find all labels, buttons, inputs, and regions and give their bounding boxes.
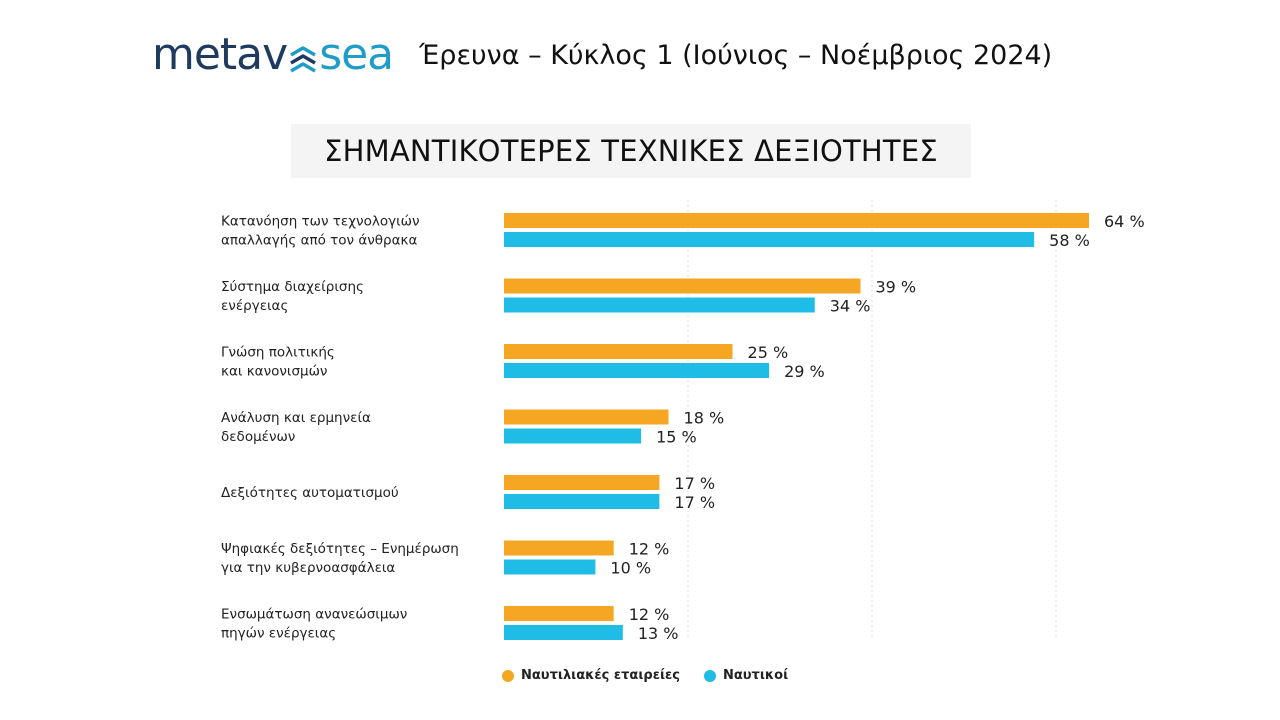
category-label-line: Ενσωμάτωση ανανεώσιμων: [221, 607, 407, 623]
wave-chevron-icon: [290, 46, 317, 73]
bar-companies-0: [504, 213, 1089, 228]
bar-seafarers-1: [504, 297, 815, 313]
value-label-seafarers-5: 10 %: [610, 559, 651, 578]
category-label-2: Γνώση πολιτικής και κανονισμών: [221, 345, 335, 380]
category-label-line: και κανονισμών: [221, 364, 327, 380]
value-label-companies-5: 12 %: [629, 540, 670, 559]
category-label-3: Ανάλυση και ερμηνεία δεδομένων: [221, 410, 371, 445]
bar-companies-3: [504, 409, 669, 425]
value-label-companies-0: 64 %: [1104, 212, 1145, 231]
legend-dot-blue: [703, 669, 716, 682]
bar-companies-4: [504, 475, 660, 490]
category-label-line: Ανάλυση και ερμηνεία: [221, 410, 371, 426]
category-label-line: δεδομένων: [221, 429, 295, 445]
value-label-companies-6: 12 %: [629, 605, 670, 624]
legend-label-seafarers: Ναυτικοί: [722, 668, 789, 683]
metavasea-logo: metav sea: [152, 29, 394, 80]
value-label-companies-4: 17 %: [674, 474, 715, 493]
chart-legend: Ναυτιλιακές εταιρείες Ναυτικοί: [502, 668, 812, 683]
chart-title: ΣΗΜΑΝΤΙΚΟΤΕΡΕΣ ΤΕΧΝΙΚΕΣ ΔΕΞΙΟΤΗΤΕΣ: [291, 124, 971, 178]
category-label-line: Σύστημα διαχείρισης: [221, 279, 364, 295]
category-label-line: ενέργειας: [221, 298, 288, 314]
legend-label-companies: Ναυτιλιακές εταιρείες: [521, 668, 680, 683]
page-title: Έρευνα – Κύκλος 1 (Ιούνιος – Νοέμβριος 2…: [419, 39, 1053, 71]
category-label-line: Ψηφιακές δεξιότητες – Ενημέρωση: [221, 541, 459, 557]
bar-seafarers-5: [504, 559, 596, 575]
bar-seafarers-4: [504, 494, 660, 509]
value-label-seafarers-0: 58 %: [1049, 231, 1090, 250]
logo-text-part1: metav: [152, 29, 288, 80]
category-label-4: Δεξιότητες αυτοματισμού: [221, 485, 399, 501]
category-label-1: Σύστημα διαχείρισης ενέργειας: [221, 279, 364, 314]
category-label-line: Δεξιότητες αυτοματισμού: [221, 485, 399, 501]
logo-text-part2: sea: [319, 29, 394, 80]
legend-item-seafarers: Ναυτικοί: [703, 668, 789, 683]
category-label-6: Ενσωμάτωση ανανεώσιμων πηγών ενέργειας: [221, 607, 407, 642]
header: metav sea Έρευνα – Κύκλος 1 (Ιούνιος – Ν…: [152, 30, 1052, 80]
bar-companies-5: [504, 540, 614, 556]
category-label-line: απαλλαγής από τον άνθρακα: [221, 233, 417, 249]
category-label-line: Κατανόηση των τεχνολογιών: [221, 214, 419, 230]
value-label-seafarers-3: 15 %: [656, 428, 697, 447]
legend-item-companies: Ναυτιλιακές εταιρείες: [502, 668, 680, 683]
value-label-seafarers-6: 13 %: [638, 624, 679, 643]
value-label-seafarers-4: 17 %: [674, 493, 715, 512]
category-label-line: Γνώση πολιτικής: [221, 345, 335, 361]
bar-seafarers-2: [504, 363, 770, 378]
value-label-seafarers-1: 34 %: [830, 297, 871, 316]
bar-companies-2: [504, 344, 733, 359]
category-label-0: Κατανόηση των τεχνολογιών απαλλαγής από τ…: [221, 214, 419, 249]
category-label-line: πηγών ενέργειας: [221, 626, 336, 642]
bar-seafarers-3: [504, 428, 642, 444]
bar-companies-1: [504, 278, 861, 294]
value-label-companies-2: 25 %: [748, 343, 789, 362]
category-label-5: Ψηφιακές δεξιότητες – Ενημέρωση για την κ…: [221, 541, 459, 576]
bar-companies-6: [504, 606, 614, 621]
category-label-line: για την κυβερνοασφάλεια: [221, 560, 395, 576]
legend-dot-orange: [502, 669, 514, 682]
bar-seafarers-0: [504, 232, 1035, 247]
value-label-companies-3: 18 %: [684, 409, 725, 428]
bar-seafarers-6: [504, 625, 623, 640]
value-label-seafarers-2: 29 %: [784, 362, 825, 381]
value-label-companies-1: 39 %: [875, 278, 916, 297]
